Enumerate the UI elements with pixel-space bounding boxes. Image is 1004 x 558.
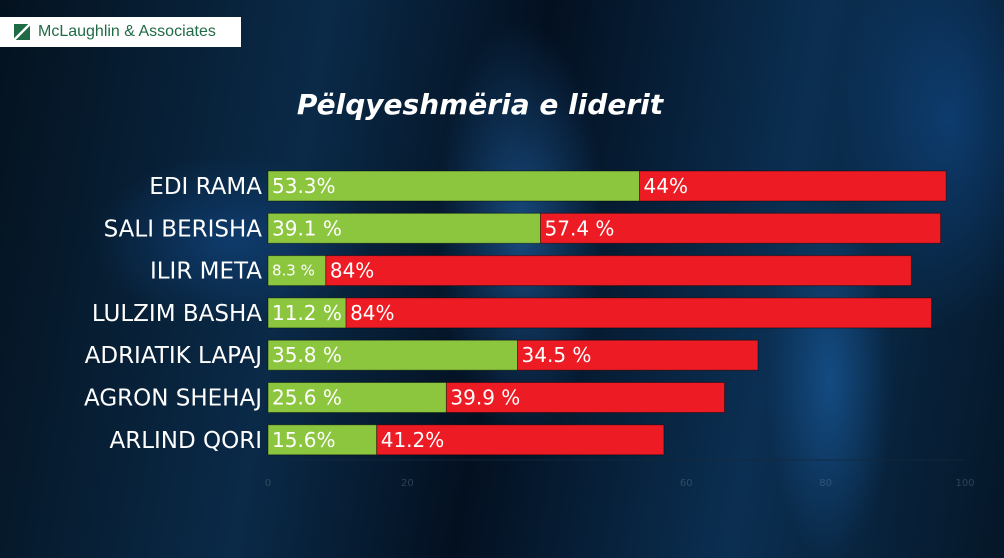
bar-disapprove: [639, 170, 947, 202]
bar-label-approve: 15.6%: [272, 428, 336, 452]
bar-approve: [267, 382, 447, 413]
bar-label-approve: 39.1 %: [272, 216, 342, 240]
bar-label-disapprove: 84%: [350, 301, 394, 325]
x-tick-label: 0: [265, 478, 271, 489]
category-label: ARLIND QORI: [109, 428, 262, 454]
category-label: ADRIATIK LAPAJ: [85, 343, 262, 369]
bar-label-disapprove: 57.4 %: [545, 216, 615, 240]
bar-disapprove: [345, 297, 933, 329]
bar-label-approve: 8.3 %: [272, 262, 315, 280]
logo-mark-icon: [14, 24, 30, 40]
bar-disapprove: [376, 424, 665, 456]
category-label: SALI BERISHA: [104, 216, 263, 242]
category-label: EDI RAMA: [149, 174, 262, 200]
logo-text: McLaughlin & Associates: [38, 23, 216, 40]
bar-label-disapprove: 39.9 %: [450, 386, 520, 410]
bar-approve: [267, 212, 542, 244]
x-tick-label: 20: [401, 478, 414, 489]
bar-label-disapprove: 44%: [644, 174, 688, 198]
bar-label-approve: 35.8 %: [272, 343, 342, 367]
bar-disapprove: [445, 382, 726, 413]
logo: McLaughlin & Associates: [0, 17, 241, 47]
category-label: LULZIM BASHA: [92, 301, 262, 327]
category-label: AGRON SHEHAJ: [84, 386, 262, 412]
bar-disapprove: [517, 339, 759, 371]
bar-approve: [267, 297, 347, 329]
bar-label-disapprove: 84%: [330, 259, 374, 283]
bar-approve: [267, 255, 327, 287]
bar-label-disapprove: 34.5 %: [522, 343, 592, 367]
x-tick-label: 60: [680, 478, 693, 489]
chart-title: Pëlqyeshmëria e liderit: [296, 88, 664, 121]
bar-label-approve: 53.3%: [272, 174, 336, 198]
bar-disapprove: [325, 255, 912, 287]
bar-approve: [267, 424, 378, 456]
x-tick-label: 100: [955, 478, 974, 489]
bar-approve: [267, 339, 519, 371]
bar-label-approve: 25.6 %: [272, 386, 342, 410]
bar-label-approve: 11.2 %: [272, 301, 342, 325]
bar-label-disapprove: 41.2%: [381, 428, 445, 452]
bar-disapprove: [540, 212, 942, 244]
category-label: ILIR META: [150, 259, 262, 285]
x-tick-label: 80: [819, 478, 832, 489]
